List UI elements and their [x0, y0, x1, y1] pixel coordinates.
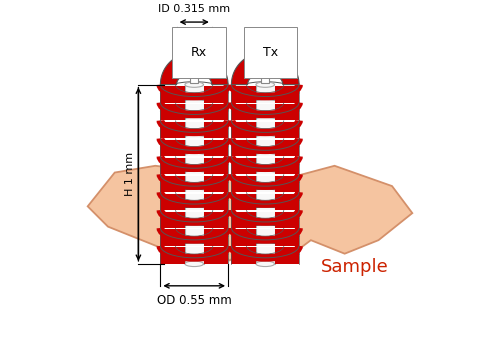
- Bar: [204, 138, 228, 156]
- Bar: [160, 192, 228, 193]
- Bar: [232, 174, 299, 176]
- Bar: [232, 85, 299, 86]
- Bar: [274, 174, 299, 192]
- Bar: [232, 138, 299, 140]
- Bar: [204, 246, 228, 264]
- Bar: [232, 192, 299, 193]
- Bar: [160, 85, 228, 86]
- Bar: [262, 64, 269, 83]
- Bar: [232, 103, 299, 104]
- Ellipse shape: [256, 82, 274, 87]
- Text: H 1 mm: H 1 mm: [125, 152, 135, 196]
- Bar: [256, 85, 274, 264]
- Text: OD 0.55 mm: OD 0.55 mm: [157, 294, 232, 307]
- Bar: [160, 85, 185, 103]
- Bar: [204, 192, 228, 210]
- Polygon shape: [88, 166, 412, 260]
- Bar: [204, 174, 228, 192]
- Bar: [204, 228, 228, 246]
- Bar: [232, 138, 256, 156]
- Bar: [204, 85, 228, 103]
- Bar: [204, 210, 228, 228]
- Bar: [274, 120, 299, 138]
- Bar: [274, 103, 299, 120]
- Bar: [232, 85, 256, 103]
- Ellipse shape: [256, 261, 274, 267]
- Bar: [274, 156, 299, 174]
- Text: Sample: Sample: [321, 258, 388, 276]
- Bar: [160, 210, 228, 212]
- Bar: [160, 228, 185, 246]
- Bar: [204, 103, 228, 120]
- Bar: [232, 174, 256, 192]
- Bar: [274, 85, 299, 103]
- Bar: [232, 246, 299, 247]
- Bar: [160, 103, 228, 104]
- Ellipse shape: [185, 261, 204, 267]
- Polygon shape: [232, 52, 299, 85]
- Bar: [160, 174, 228, 176]
- Bar: [190, 64, 198, 83]
- Bar: [232, 246, 256, 264]
- Bar: [274, 246, 299, 264]
- Bar: [232, 228, 256, 246]
- Bar: [232, 210, 299, 212]
- Bar: [274, 138, 299, 156]
- Bar: [160, 246, 228, 247]
- Bar: [160, 138, 228, 140]
- Bar: [160, 156, 185, 174]
- Bar: [160, 138, 185, 156]
- Bar: [160, 120, 228, 122]
- Bar: [160, 228, 228, 229]
- Bar: [160, 120, 185, 138]
- Bar: [274, 192, 299, 210]
- Bar: [274, 210, 299, 228]
- Bar: [232, 210, 256, 228]
- Bar: [204, 120, 228, 138]
- Bar: [274, 228, 299, 246]
- Text: Tx: Tx: [262, 46, 278, 59]
- Bar: [185, 85, 204, 264]
- Bar: [160, 103, 185, 120]
- Bar: [232, 228, 299, 229]
- Text: ID 0.315 mm: ID 0.315 mm: [158, 4, 230, 14]
- Bar: [232, 192, 256, 210]
- Bar: [232, 120, 299, 122]
- Bar: [160, 210, 185, 228]
- Bar: [160, 156, 228, 158]
- Ellipse shape: [185, 82, 204, 87]
- Bar: [160, 192, 185, 210]
- Bar: [160, 246, 185, 264]
- Bar: [160, 174, 185, 192]
- Text: Rx: Rx: [191, 46, 208, 59]
- Polygon shape: [160, 52, 228, 85]
- Bar: [232, 120, 256, 138]
- Bar: [204, 156, 228, 174]
- Bar: [232, 156, 256, 174]
- Bar: [232, 156, 299, 158]
- Bar: [232, 103, 256, 120]
